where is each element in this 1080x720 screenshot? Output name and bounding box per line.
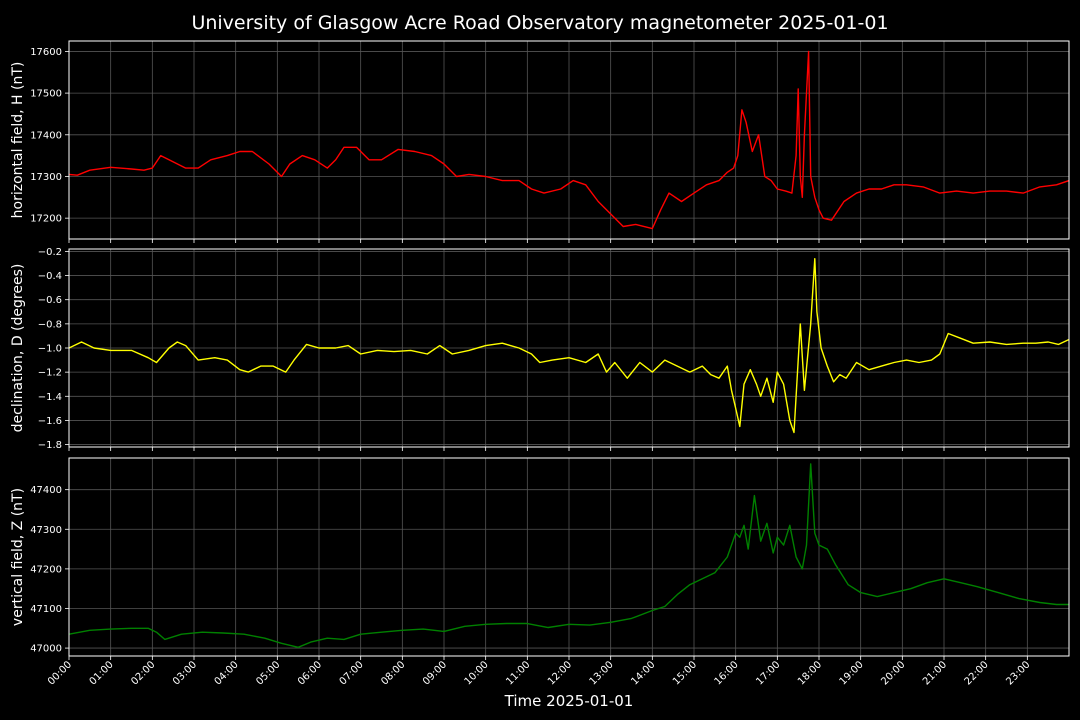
y-tick-label: 17200 [30, 214, 62, 225]
x-tick-label: 20:00 [879, 659, 907, 687]
y-tick-label: −0.6 [38, 295, 62, 306]
y-tick-label: 47300 [30, 525, 62, 536]
x-axis-label: Time 2025-01-01 [504, 692, 634, 710]
series-line-2 [69, 258, 1069, 434]
y-tick-label: −1.2 [38, 368, 62, 379]
y-tick-label: −1.0 [38, 344, 62, 355]
panel-frame [68, 457, 1070, 657]
panel-2: −1.8 −1.6 −1.4 −1.2 −1.0 −0.8 −0.6 −0.4 −0.2 decl… [10, 247, 1070, 451]
x-tick-label: 21:00 [921, 659, 949, 687]
x-tick-label: 09:00 [421, 659, 449, 687]
y-axis-label: declination, D (degrees) [10, 264, 26, 433]
y-tick-label: −1.4 [38, 392, 62, 403]
x-tick-label: 06:00 [296, 659, 324, 687]
x-tick-label: 12:00 [546, 659, 574, 687]
y-tick-label: −1.6 [38, 416, 62, 427]
x-tick-label: 08:00 [379, 659, 407, 687]
x-tick-label: 03:00 [171, 659, 199, 687]
panel-frame [68, 40, 1070, 240]
y-tick-label: −0.2 [38, 247, 62, 258]
x-tick-label: 17:00 [754, 659, 782, 687]
x-tick-label: 05:00 [254, 659, 282, 687]
panel-1: 17200 17300 17400 17500 17600 horizontal fiel… [10, 40, 1070, 243]
y-tick-label: 17600 [30, 47, 62, 58]
chart-title: University of Glasgow Acre Road Observat… [191, 12, 888, 34]
y-tick-label: 47200 [30, 564, 62, 575]
y-tick-label: 47400 [30, 485, 62, 496]
y-tick-label: 17500 [30, 89, 62, 100]
series-line-1 [69, 50, 1069, 230]
x-tick-label: 16:00 [713, 659, 741, 687]
x-tick-label: 14:00 [629, 659, 657, 687]
panel-frame [68, 248, 1070, 448]
panels-group: 17200 17300 17400 17500 17600 horizontal fiel… [10, 40, 1070, 688]
x-tick-label: 00:00 [46, 659, 74, 687]
y-tick-label: −0.4 [38, 271, 62, 282]
x-tick-label: 13:00 [588, 659, 616, 687]
x-tick-label: 23:00 [1004, 659, 1032, 687]
x-tick-label: 18:00 [796, 659, 824, 687]
panel-3: 47000 47100 47200 47300 47400 vertical field,… [10, 457, 1070, 660]
y-axis-label: horizontal field, H (nT) [10, 62, 26, 219]
x-tick-label: 19:00 [838, 659, 866, 687]
y-tick-label: −1.8 [38, 440, 62, 451]
x-tick-label: 02:00 [129, 659, 157, 687]
x-tick-label: 11:00 [504, 659, 532, 687]
y-tick-label: −0.8 [38, 319, 62, 330]
y-tick-label: 17400 [30, 130, 62, 141]
y-tick-label: 17300 [30, 172, 62, 183]
x-tick-label: 04:00 [213, 659, 241, 687]
x-tick-label: 10:00 [463, 659, 491, 687]
x-tick-label: 15:00 [671, 659, 699, 687]
y-axis-label: vertical field, Z (nT) [10, 488, 26, 626]
x-tick-label: 22:00 [963, 659, 991, 687]
y-tick-label: 47000 [30, 644, 62, 655]
x-tick-label: 07:00 [338, 659, 366, 687]
x-tick-label: 01:00 [88, 659, 116, 687]
series-line-3 [69, 463, 1069, 648]
y-tick-label: 47100 [30, 604, 62, 615]
